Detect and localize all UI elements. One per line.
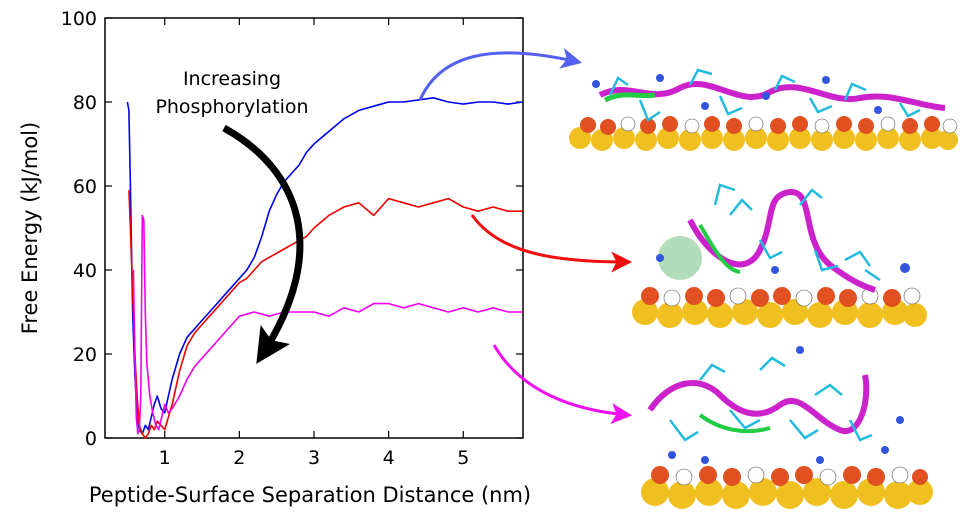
arrow-magenta [492, 344, 633, 425]
peptide-ribbon-1 [592, 68, 946, 122]
series-line-1 [126, 97, 524, 435]
x-axis-label: Peptide-Surface Separation Distance (nm) [89, 483, 531, 507]
x-tick-label: 4 [383, 447, 395, 469]
x-tick-label: 5 [457, 447, 469, 469]
series-group [126, 97, 524, 439]
annotation-line-1: Increasing [183, 68, 281, 90]
y-tick-label: 80 [73, 92, 97, 114]
x-ticks: 1 2 3 4 5 [159, 18, 469, 469]
y-ticks: 0 20 40 60 80 100 [61, 8, 523, 450]
x-tick-label: 2 [233, 447, 245, 469]
arrow-red [470, 214, 633, 273]
x-tick-label: 3 [308, 447, 320, 469]
y-tick-label: 0 [85, 428, 97, 450]
surface-atoms-2 [632, 287, 927, 328]
y-tick-label: 20 [73, 344, 97, 366]
annotation-line-2: Phosphorylation [155, 96, 308, 118]
surface-atoms-3 [641, 466, 933, 509]
molecular-snapshot-1 [569, 68, 958, 151]
y-tick-label: 40 [73, 260, 97, 282]
curved-arrow-black [222, 124, 304, 364]
peptide-ribbon-3 [647, 346, 904, 464]
y-tick-label: 60 [73, 176, 97, 198]
peptide-ribbon-2 [656, 183, 910, 293]
arrow-blue [418, 48, 583, 101]
series-line-2 [128, 190, 523, 439]
molecular-snapshot-2 [632, 183, 927, 328]
molecular-snapshot-3 [641, 346, 933, 509]
series-line-3 [132, 214, 523, 435]
x-tick-label: 1 [159, 447, 171, 469]
surface-atoms-1 [569, 116, 958, 151]
y-tick-label: 100 [61, 8, 97, 30]
plot-area: 1 2 3 4 5 0 20 40 60 80 100 [61, 8, 524, 469]
y-axis-label: Free Energy (kJ/mol) [18, 122, 42, 334]
